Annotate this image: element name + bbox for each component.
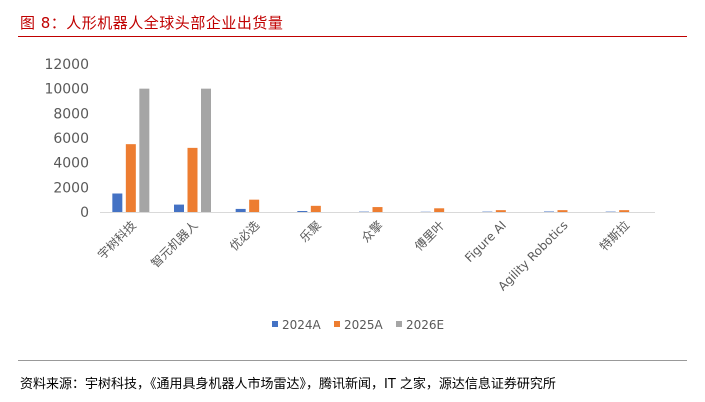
x-category-label: 众擎 bbox=[358, 218, 386, 246]
bar-2025A-0 bbox=[125, 144, 136, 212]
y-tick-label: 8000 bbox=[53, 106, 89, 122]
y-tick-label: 2000 bbox=[53, 180, 89, 196]
legend-label: 2025A bbox=[344, 318, 384, 332]
y-tick-label: 0 bbox=[80, 205, 89, 221]
bar-chart: 0 2000 4000 6000 8000 10000 12000 宇树科技 智元机器人 优必选… bbox=[44, 57, 655, 332]
legend-label: 2024A bbox=[282, 318, 322, 332]
x-category-label: 宇树科技 bbox=[94, 218, 139, 263]
y-tick-label: 10000 bbox=[44, 82, 89, 98]
bar-2026E-1 bbox=[201, 88, 211, 212]
legend-swatch-2025A bbox=[334, 321, 340, 327]
legend-swatch-2024A bbox=[272, 321, 278, 327]
figure-title: 图 8：人形机器人全球头部企业出货量 bbox=[20, 14, 284, 32]
y-tick-label: 6000 bbox=[53, 131, 89, 147]
bar-2025A-7 bbox=[557, 210, 568, 212]
legend: 2024A 2025A 2026E bbox=[272, 318, 444, 332]
x-category-label: 傅里叶 bbox=[412, 218, 447, 253]
bar-2025A-2 bbox=[249, 199, 260, 212]
bar-2025A-5 bbox=[434, 208, 445, 212]
bar-2024A-1 bbox=[174, 204, 184, 212]
bars bbox=[112, 88, 630, 212]
source-note: 资料来源：宇树科技，《通用具身机器人市场雷达》，腾讯新闻，IT 之家，源达信息证… bbox=[20, 377, 556, 392]
bar-2025A-8 bbox=[619, 210, 630, 212]
bar-2024A-3 bbox=[297, 211, 308, 212]
y-tick-label: 4000 bbox=[53, 156, 89, 172]
bar-2025A-3 bbox=[310, 205, 321, 212]
bar-2025A-6 bbox=[495, 210, 506, 212]
bar-2024A-0 bbox=[112, 193, 123, 212]
bar-2024A-2 bbox=[235, 208, 246, 212]
x-category-label: 乐聚 bbox=[297, 218, 324, 245]
x-category-label: 智元机器人 bbox=[148, 218, 201, 271]
legend-label: 2026E bbox=[406, 318, 444, 332]
y-axis-ticks: 0 2000 4000 6000 8000 10000 12000 bbox=[44, 57, 89, 221]
x-category-label: 特斯拉 bbox=[596, 218, 632, 254]
x-category-label: Figure AI bbox=[462, 218, 509, 265]
title-rule bbox=[18, 36, 687, 37]
bar-2025A-4 bbox=[372, 207, 383, 212]
legend-swatch-2026E bbox=[396, 321, 402, 327]
bar-2025A-1 bbox=[187, 147, 198, 212]
y-tick-label: 12000 bbox=[44, 57, 89, 73]
source-rule bbox=[18, 360, 687, 361]
x-category-label: 优必选 bbox=[227, 218, 262, 253]
bar-2026E-0 bbox=[139, 88, 150, 212]
